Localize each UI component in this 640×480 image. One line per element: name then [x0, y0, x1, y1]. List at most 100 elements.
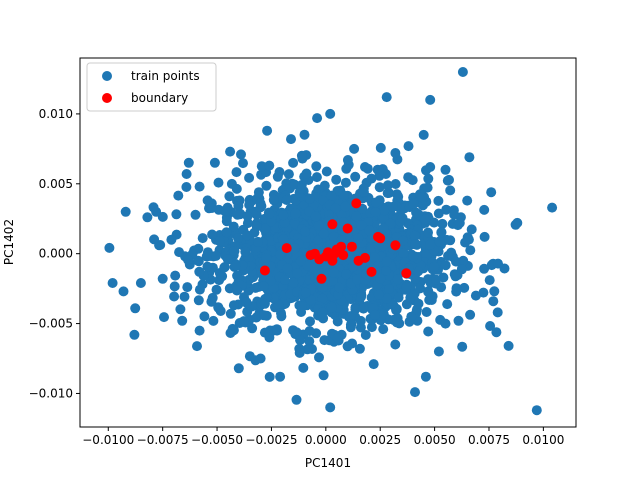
train-point [366, 322, 377, 333]
train-point [310, 211, 321, 222]
train-point [374, 170, 385, 181]
boundary-point [338, 250, 349, 261]
train-point [171, 209, 182, 220]
train-point [247, 323, 258, 334]
train-point [423, 173, 434, 184]
x-axis-label: PC1401 [305, 456, 351, 470]
boundary-point [342, 223, 353, 234]
train-point [423, 326, 434, 337]
train-point [202, 247, 213, 258]
train-point [228, 325, 239, 336]
train-point [433, 208, 444, 219]
train-point [305, 294, 316, 305]
y-tick-label: 0.005 [39, 177, 73, 191]
train-point [211, 284, 222, 295]
train-point [181, 182, 192, 192]
train-point [391, 317, 402, 328]
train-point [193, 255, 204, 266]
train-point [230, 260, 241, 271]
train-point [325, 108, 336, 119]
train-point [364, 225, 375, 236]
train-point [135, 278, 146, 288]
train-point [345, 319, 356, 330]
train-point [353, 233, 364, 244]
train-point [433, 346, 444, 357]
train-point [350, 171, 361, 182]
train-point [305, 316, 315, 327]
boundary-point [390, 240, 401, 251]
boundary-point [351, 198, 362, 209]
train-point [190, 209, 201, 220]
train-point [398, 248, 409, 259]
train-point [264, 208, 275, 219]
boundary-point [323, 247, 333, 258]
train-point [349, 143, 360, 154]
train-point [449, 209, 460, 220]
train-point [374, 182, 385, 193]
train-point [340, 177, 351, 188]
train-point [421, 307, 432, 317]
train-point [332, 316, 343, 327]
train-point [251, 312, 262, 323]
train-point [244, 172, 255, 183]
train-point [457, 341, 468, 352]
train-point [302, 344, 313, 355]
train-point [318, 228, 329, 239]
train-point [313, 220, 324, 231]
train-point [417, 200, 428, 211]
train-point [378, 324, 389, 335]
train-point [311, 161, 322, 172]
train-point [354, 343, 365, 354]
train-point [211, 250, 221, 261]
train-point [242, 230, 253, 241]
train-point [244, 199, 255, 210]
train-point [393, 292, 404, 303]
train-point [423, 227, 433, 238]
train-point [410, 239, 421, 250]
train-point [242, 211, 253, 222]
boundary-point [316, 273, 327, 284]
train-point [370, 207, 381, 218]
train-point [425, 94, 436, 105]
train-point [275, 249, 286, 260]
train-point [352, 274, 363, 285]
train-point [217, 271, 228, 282]
train-point [294, 347, 305, 358]
boundary-point [327, 219, 338, 230]
train-point [231, 167, 242, 178]
train-point [179, 291, 190, 302]
train-point [241, 297, 252, 308]
train-point [457, 67, 468, 77]
train-point [149, 234, 160, 245]
train-point [231, 285, 242, 296]
train-point [488, 296, 499, 307]
train-point [206, 296, 217, 307]
train-point [491, 327, 502, 338]
train-point [484, 275, 495, 286]
train-point [493, 258, 503, 269]
train-point [292, 268, 303, 279]
train-point [465, 245, 476, 256]
boundary-point [366, 266, 377, 277]
train-point [151, 206, 162, 217]
train-point [420, 214, 431, 225]
train-point [194, 181, 205, 192]
x-tick-label: −0.0025 [245, 433, 297, 447]
train-point [169, 291, 180, 302]
train-point [159, 312, 169, 323]
train-point [312, 113, 323, 124]
train-point [547, 202, 558, 213]
train-point [207, 229, 218, 240]
train-point [328, 231, 339, 242]
x-tick-label: −0.0050 [191, 433, 243, 447]
train-point [209, 157, 220, 168]
train-point [378, 212, 389, 223]
train-point [422, 182, 433, 193]
train-point [197, 233, 208, 244]
train-point [531, 405, 542, 416]
y-axis-ticks: −0.010 −0.005 0.000 0.005 0.010 [29, 107, 80, 400]
train-point [221, 216, 232, 227]
train-point [130, 303, 141, 314]
train-point [240, 246, 251, 257]
train-point [460, 237, 471, 248]
